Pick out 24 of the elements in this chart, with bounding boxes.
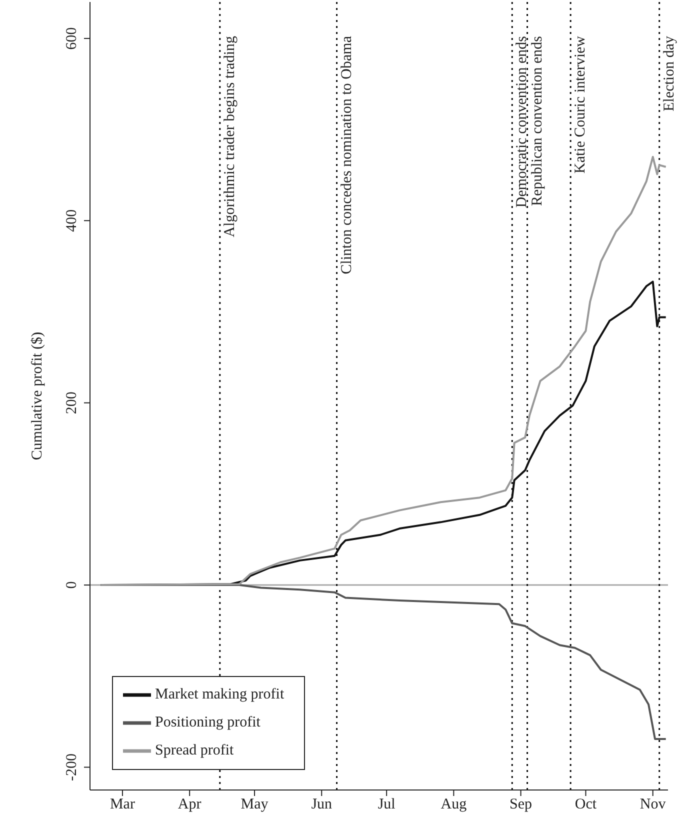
x-tick-label: Mar [110,796,135,813]
x-tick-label: Sep [510,796,532,813]
ref-line-label: Republican convention ends [529,36,546,206]
y-axis-title: Cumulative profit ($) [29,332,46,460]
legend-label: Market making profit [155,686,284,702]
x-tick-label: Aug [440,796,468,813]
y-tick-label: 400 [64,209,80,232]
ref-line-label: Democratic convention ends [514,36,530,208]
x-tick-label: May [240,796,269,813]
y-tick-label: 0 [64,581,80,589]
ref-line-label: Katie Couric interview [572,36,589,174]
legend-label: Positioning profit [155,714,260,730]
x-tick-label: Oct [574,796,598,813]
y-tick-label: -200 [64,753,80,781]
y-tick-label: 600 [64,27,80,50]
ref-line-label: Clinton concedes nomination to Obama [338,36,355,274]
y-tick-label: 200 [64,392,80,414]
x-tick-label: Jun [311,796,333,813]
x-tick-label: Nov [640,796,666,813]
x-tick-label: Jul [378,796,396,813]
ref-line-label: Algorithmic trader begins trading [222,36,238,238]
legend-label: Spread profit [155,742,234,758]
ref-line-label: Election day [661,36,678,112]
x-tick-label: Apr [178,796,202,813]
